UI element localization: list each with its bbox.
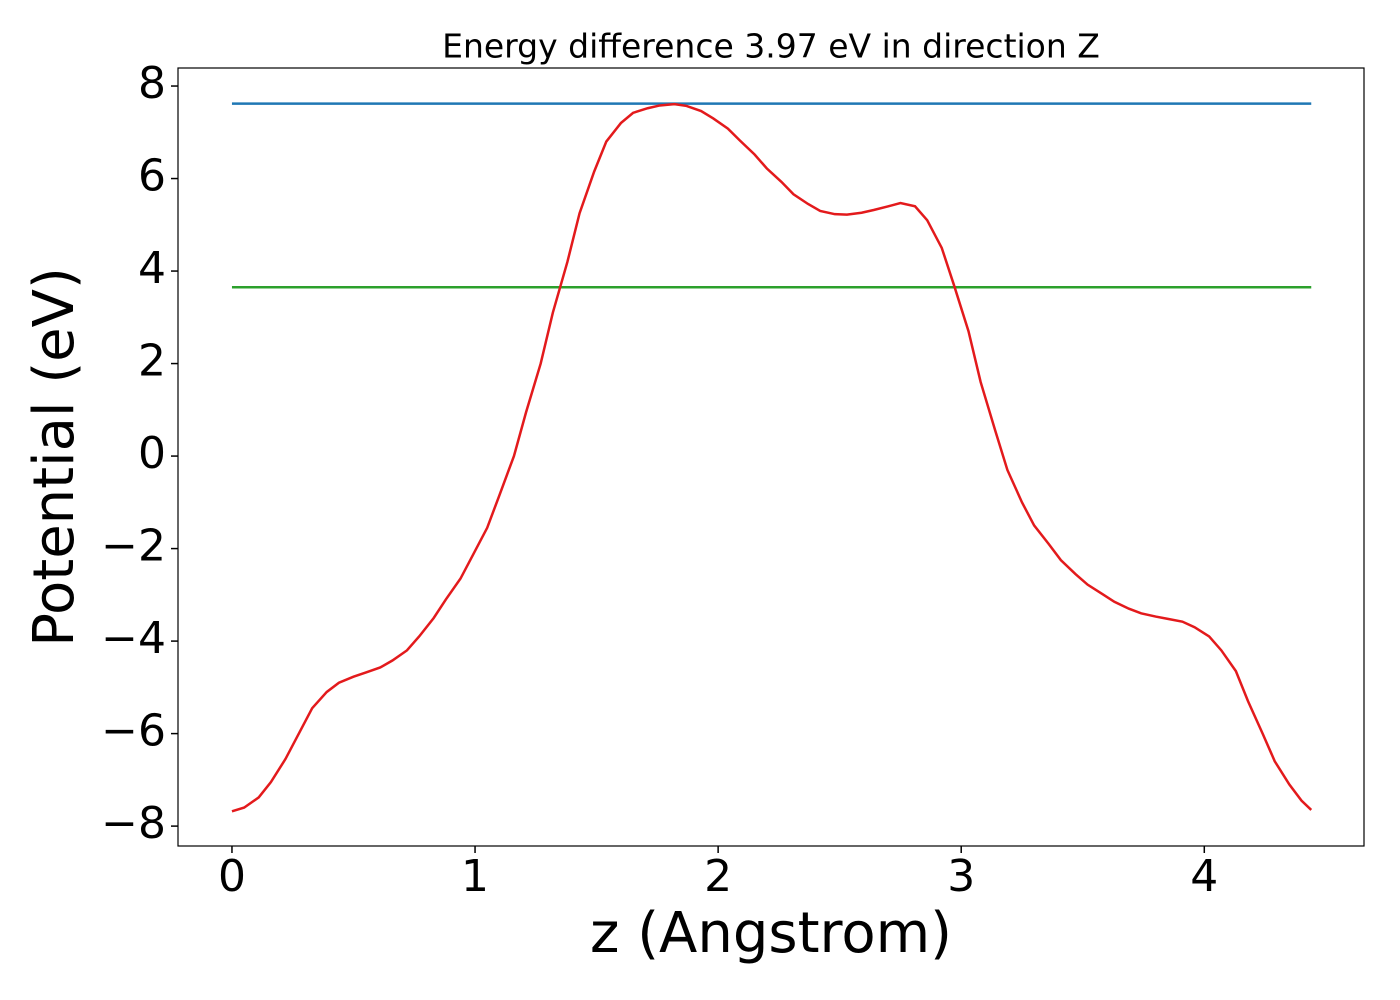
y-tick-label: 4 — [138, 243, 166, 294]
x-tick-label: 4 — [1190, 851, 1218, 902]
y-tick-label: −4 — [101, 613, 166, 664]
y-tick-label: 6 — [138, 151, 166, 202]
chart-title: Energy difference 3.97 eV in direction Z — [442, 27, 1100, 66]
x-tick-label: 1 — [461, 851, 489, 902]
y-tick-label: −6 — [101, 706, 166, 757]
data-line — [231, 102, 1313, 813]
x-tick-label: 2 — [704, 851, 732, 902]
y-tick-label: 2 — [138, 336, 166, 387]
y-axis-label: Potential (eV) — [22, 267, 87, 647]
y-tick-label: −2 — [101, 521, 166, 572]
y-tick-label: 8 — [138, 58, 166, 109]
y-tick-label: −8 — [101, 798, 166, 849]
y-tick-label: 0 — [138, 428, 166, 479]
x-tick-label: 3 — [947, 851, 975, 902]
x-tick-label: 0 — [218, 851, 246, 902]
plot-frame — [177, 67, 1365, 847]
x-axis-label: z (Angstrom) — [590, 901, 952, 966]
